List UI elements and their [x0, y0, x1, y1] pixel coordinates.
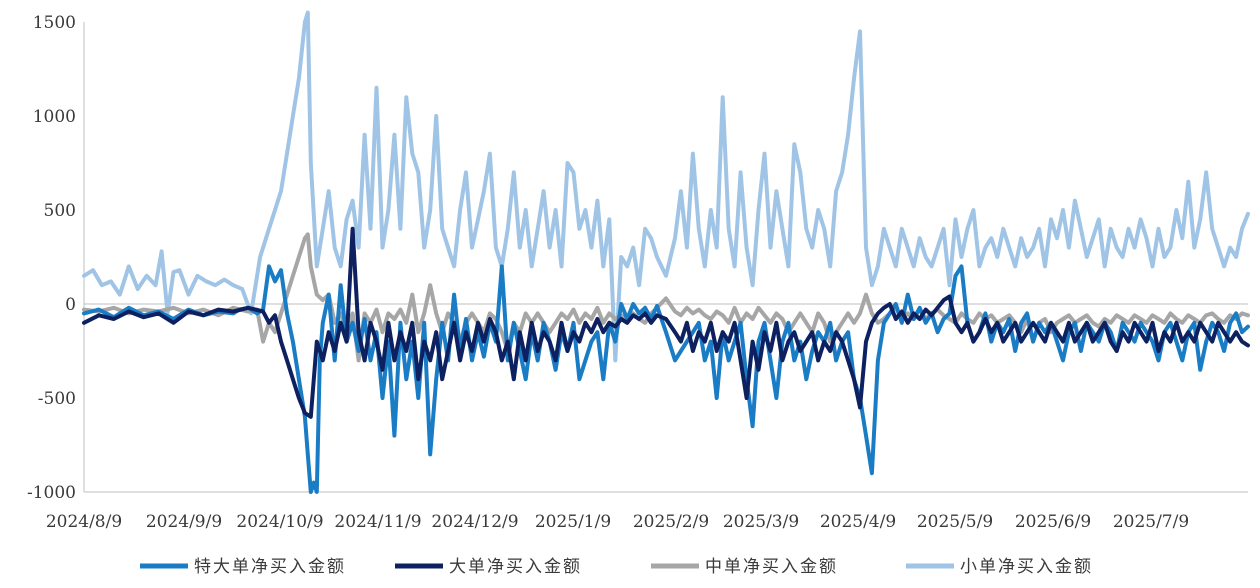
x-axis: 2024/8/9 2024/9/9 2024/10/9 2024/11/9 2024/1…	[46, 303, 1248, 532]
y-axis: 1500 1000 500 0 -500 -1000	[27, 13, 85, 503]
legend-label: 大单净买入金额	[449, 557, 582, 577]
y-tick-label: -500	[38, 389, 76, 409]
x-tick-label: 2025/2/9	[633, 512, 709, 532]
x-tick-label: 2025/4/9	[820, 512, 896, 532]
plot-area	[82, 10, 1250, 494]
legend: 特大单净买入金额 大单净买入金额 中单净买入金额 小单净买入金额	[140, 557, 1093, 577]
x-tick-label: 2025/1/9	[535, 512, 611, 532]
series-line-0	[82, 264, 1250, 494]
x-tick-label: 2024/11/9	[334, 512, 421, 532]
x-tick-label: 2024/9/9	[146, 512, 222, 532]
x-tick-label: 2025/3/9	[723, 512, 799, 532]
y-tick-label: 500	[44, 201, 76, 221]
x-tick-label: 2024/10/9	[236, 512, 323, 532]
x-tick-label: 2025/6/9	[1015, 512, 1091, 532]
legend-label: 小单净买入金额	[960, 557, 1093, 577]
y-tick-label: 1500	[33, 13, 76, 33]
x-tick-label: 2024/12/9	[431, 512, 518, 532]
series-line-3	[82, 10, 1250, 363]
series-line-1	[82, 226, 1250, 419]
x-tick-label: 2025/5/9	[917, 512, 993, 532]
legend-label: 特大单净买入金额	[194, 557, 346, 577]
x-tick-label: 2024/8/9	[46, 512, 122, 532]
y-tick-label: 0	[65, 295, 76, 315]
legend-label: 中单净买入金额	[705, 557, 838, 577]
y-tick-label: 1000	[33, 107, 76, 127]
x-tick-label: 2025/7/9	[1113, 512, 1189, 532]
y-tick-label: -1000	[27, 483, 76, 503]
